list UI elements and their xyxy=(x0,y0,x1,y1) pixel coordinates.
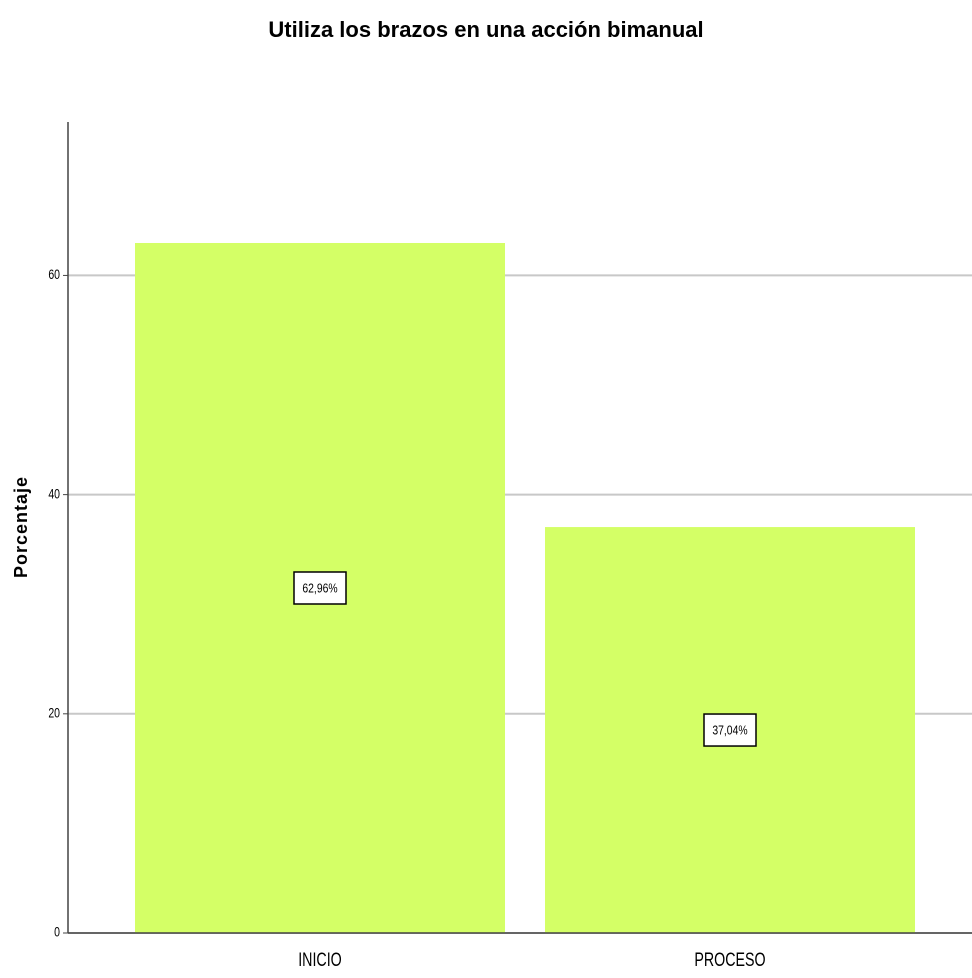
value-label: 62,96% xyxy=(302,581,338,595)
value-label: 37,04% xyxy=(712,723,748,737)
y-tick-label: 0 xyxy=(54,924,60,940)
y-tick-label: 40 xyxy=(48,486,60,502)
y-axis-label: Porcentaje xyxy=(11,476,31,578)
value-label-box xyxy=(703,713,757,747)
y-tick-label: 20 xyxy=(48,705,60,721)
x-tick-label: PROCESO xyxy=(694,949,765,970)
value-label-box xyxy=(293,571,347,605)
y-tick-label: 60 xyxy=(48,267,60,283)
x-tick-label: INICIO xyxy=(298,949,342,970)
chart-title: Utiliza los brazos en una acción bimanua… xyxy=(268,17,703,42)
